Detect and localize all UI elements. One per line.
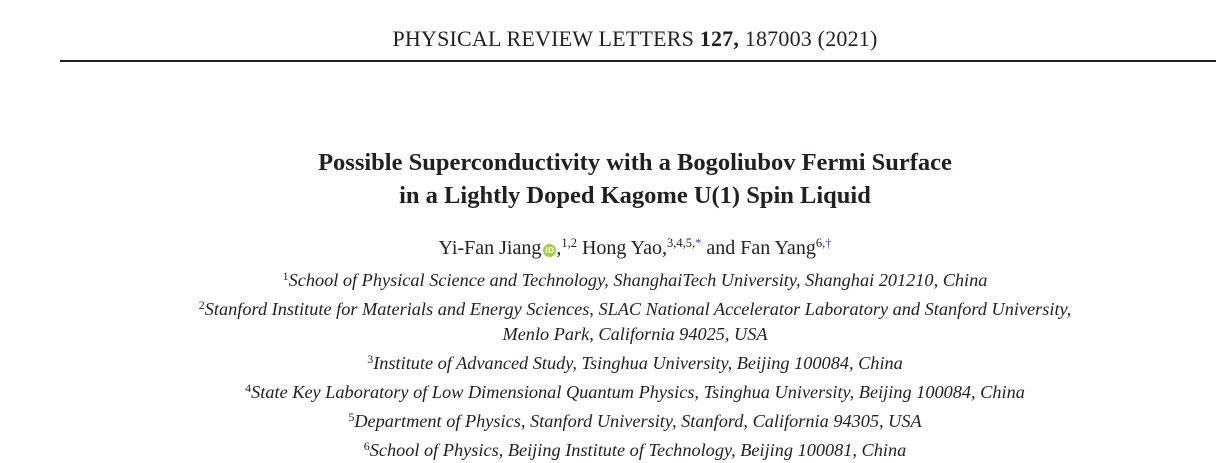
title-line-1: Possible Superconductivity with a Bogoli… [318,149,952,176]
affil-text: State Key Laboratory of Low Dimensional … [251,382,1025,402]
affiliation: 5Department of Physics, Stanford Univers… [0,405,1216,434]
corresponding-mark[interactable]: * [695,236,702,250]
title-line-2: in a Lightly Doped Kagome U(1) Spin Liqu… [399,182,871,209]
author-name[interactable]: and Fan Yang [706,237,816,259]
affil-num: 1 [282,269,289,283]
affil-text: Institute of Advanced Study, Tsinghua Un… [373,353,903,373]
affiliation: 4State Key Laboratory of Low Dimensional… [0,376,1216,405]
header-rule [60,60,1216,62]
affil-text: School of Physics, Beijing Institute of … [369,440,907,460]
affiliation: 3Institute of Advanced Study, Tsinghua U… [0,347,1216,376]
affil-num: 3 [367,352,374,366]
affil-num: 2 [198,298,205,312]
author-name[interactable]: Yi-Fan Jiang [438,237,542,259]
author-affils: 1,2 [561,236,577,250]
paper-title: Possible Superconductivity with a Bogoli… [0,146,1216,212]
journal-article: 187003 (2021) [744,26,878,51]
author-list: Yi-Fan Jiang iD,1,2 Hong Yao,3,4,5,* and … [438,236,832,259]
journal-header: PHYSICAL REVIEW LETTERS 127, 187003 (202… [0,26,1216,52]
affil-num: 4 [245,381,252,395]
journal-name: PHYSICAL REVIEW LETTERS [392,26,695,51]
affiliation: 1School of Physical Science and Technolo… [0,264,1216,293]
affil-text: School of Physical Science and Technolog… [288,270,988,290]
affiliation: 6School of Physics, Beijing Institute of… [0,434,1216,463]
affiliation-cont: Menlo Park, California 94025, USA [502,324,768,344]
affil-text: Department of Physics, Stanford Universi… [354,411,922,431]
author-affils: 3,4,5, [666,236,696,250]
journal-volume: 127, [699,26,740,51]
affil-text: Stanford Institute for Materials and Ene… [204,299,1072,319]
corresponding-mark[interactable]: † [825,236,832,250]
author-name[interactable]: Hong Yao, [581,237,667,259]
orcid-icon[interactable]: iD [543,244,557,257]
affiliation: 2Stanford Institute for Materials and En… [0,293,1216,322]
author-affils: 6, [815,236,826,250]
affiliations: 1School of Physical Science and Technolo… [0,264,1216,463]
affil-num: 5 [348,410,355,424]
